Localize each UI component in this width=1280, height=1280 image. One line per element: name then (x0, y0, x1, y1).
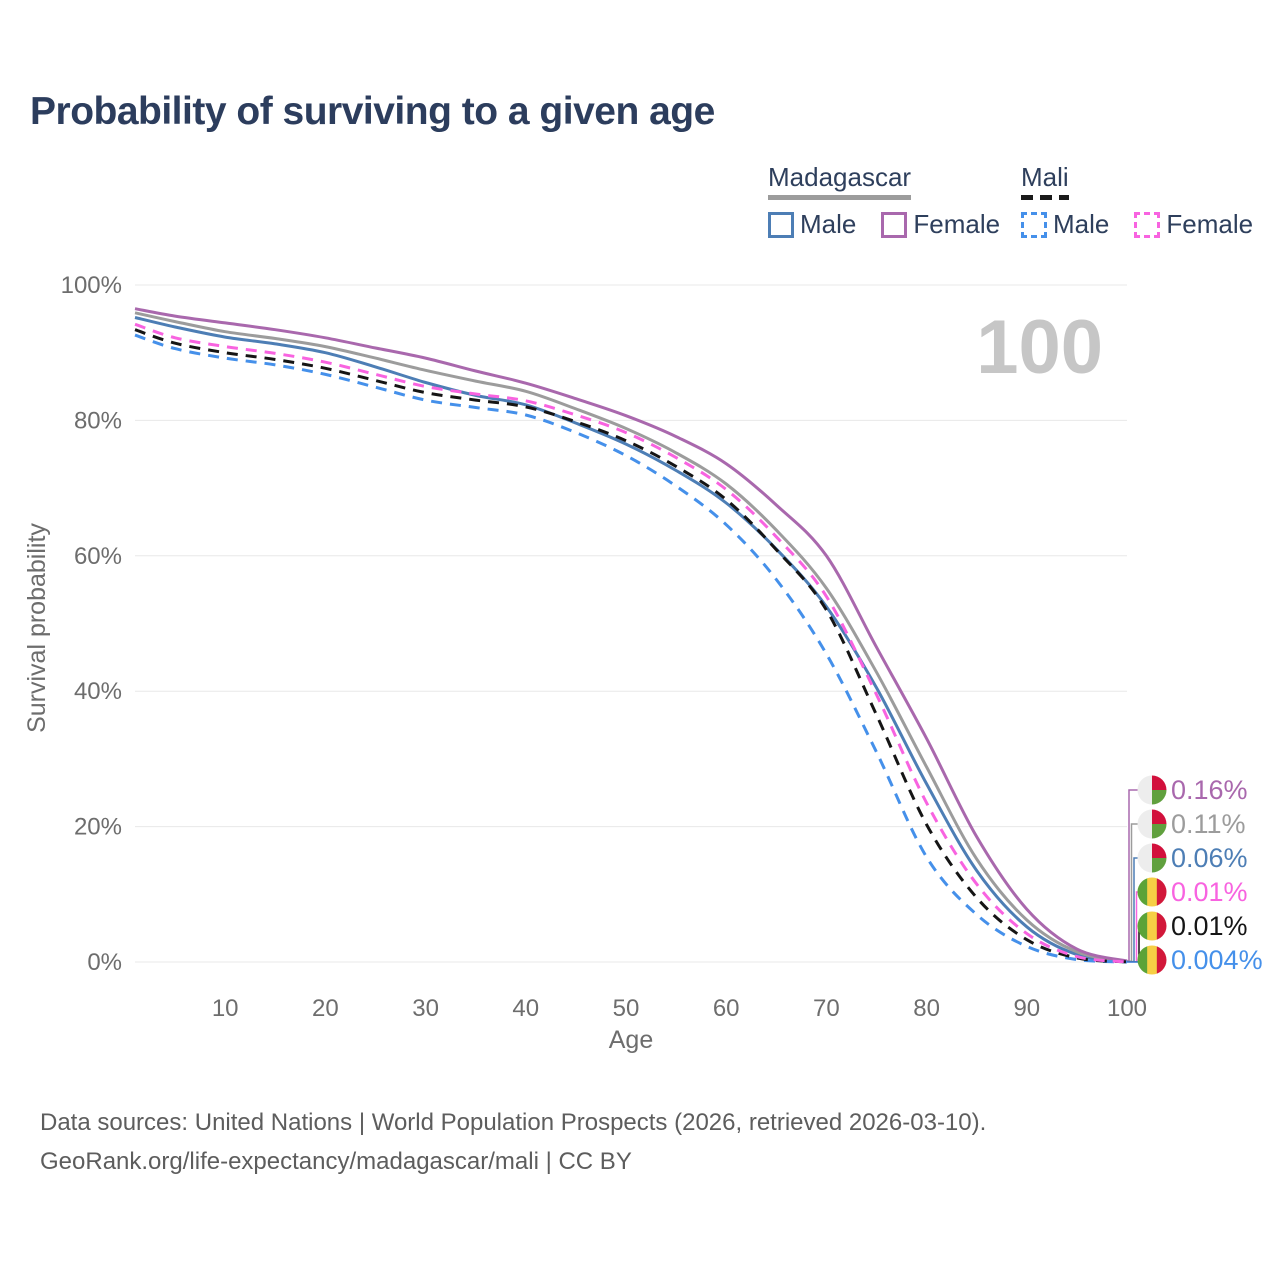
end-label-value-mali-male: 0.004% (1171, 945, 1263, 975)
y-axis-title: Survival probability (23, 523, 51, 733)
end-label-value-mali-both-sexes: 0.01% (1171, 911, 1248, 941)
age-watermark: 100 (976, 305, 1103, 390)
source-footer: Data sources: United Nations | World Pop… (40, 1103, 986, 1181)
series-line-mali-male[interactable] (134, 333, 1128, 964)
y-tick-label: 80% (74, 407, 122, 434)
y-tick-label: 100% (61, 272, 122, 299)
y-tick-label: 60% (74, 543, 122, 570)
legend-item-madagascar-male[interactable]: Male (768, 209, 856, 240)
y-tick-label: 20% (74, 814, 122, 841)
attribution-line: GeoRank.org/life-expectancy/madagascar/m… (40, 1148, 632, 1175)
y-tick-label: 0% (87, 949, 122, 976)
legend-line-swatch-madagascar (768, 195, 912, 200)
x-tick-label: 60 (713, 995, 740, 1022)
x-tick-label: 40 (512, 995, 539, 1022)
x-tick-label: 70 (813, 995, 840, 1022)
legend-item-label: Male (800, 209, 857, 239)
x-tick-label: 10 (212, 995, 239, 1022)
x-axis-title: Age (609, 1026, 653, 1054)
series-line-madagascar-male[interactable] (134, 316, 1128, 964)
madagascar-flag-icon (1137, 809, 1167, 839)
legend-group-mali: Mali Male Female (1021, 162, 1253, 240)
legend-line-swatch-mali (1021, 195, 1069, 200)
legend-item-label: Male (1053, 209, 1110, 239)
legend-group-title-madagascar: Madagascar (768, 162, 912, 192)
checkbox-swatch-mali-female (1134, 211, 1161, 238)
end-label-value-madagascar-both-sexes: 0.11% (1171, 809, 1246, 839)
x-tick-label: 20 (312, 995, 339, 1022)
checkbox-swatch-madagascar-male (768, 211, 794, 238)
legend-item-mali-male[interactable]: Male (1021, 209, 1109, 240)
legend-group-toggle-madagascar[interactable]: Madagascar (768, 162, 912, 200)
madagascar-flag-icon (1137, 843, 1167, 873)
legend-item-label: Female (1166, 209, 1254, 239)
series-line-mali-female[interactable] (134, 322, 1128, 964)
legend-item-madagascar-female[interactable]: Female (881, 209, 1000, 240)
x-tick-label: 50 (613, 995, 640, 1022)
x-tick-label: 90 (1013, 995, 1040, 1022)
end-label-value-mali-female: 0.01% (1171, 877, 1248, 907)
legend-group-madagascar: Madagascar Male Female (768, 162, 1000, 240)
mali-flag-icon (1137, 911, 1167, 941)
legend-item-label: Female (913, 209, 1001, 239)
mali-flag-icon (1137, 945, 1167, 975)
x-tick-label: 80 (913, 995, 940, 1022)
end-label-value-madagascar-male: 0.06% (1171, 843, 1248, 873)
x-tick-label: 100 (1107, 995, 1147, 1022)
series-line-mali-both-sexes[interactable] (134, 328, 1128, 964)
series-line-madagascar-both-sexes[interactable] (134, 311, 1128, 963)
checkbox-swatch-mali-male (1021, 211, 1047, 238)
checkbox-swatch-madagascar-female (881, 211, 908, 238)
madagascar-flag-icon (1137, 775, 1167, 805)
page-title: Probability of surviving to a given age (30, 90, 715, 133)
mali-flag-icon (1137, 877, 1167, 907)
legend-group-title-mali: Mali (1021, 162, 1069, 192)
x-tick-label: 30 (412, 995, 439, 1022)
series-line-madagascar-female[interactable] (134, 307, 1128, 963)
y-tick-label: 40% (74, 678, 122, 705)
legend-item-mali-female[interactable]: Female (1134, 209, 1253, 240)
end-label-value-madagascar-female: 0.16% (1171, 775, 1248, 805)
data-sources-line: Data sources: United Nations | World Pop… (40, 1109, 987, 1136)
legend-group-toggle-mali[interactable]: Mali (1021, 162, 1069, 200)
